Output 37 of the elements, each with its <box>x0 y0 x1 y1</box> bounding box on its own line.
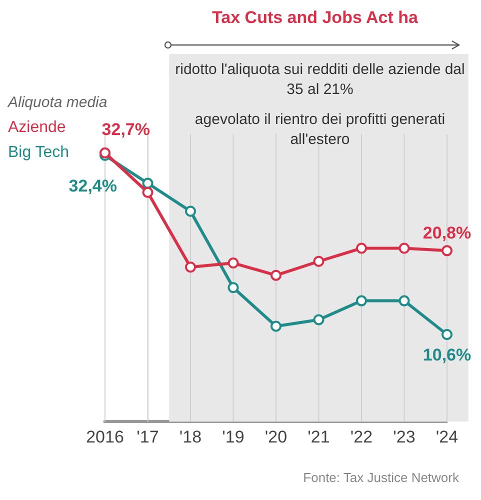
data-label: 32,4% <box>68 176 117 196</box>
x-tick-label: '24 <box>436 427 458 446</box>
point <box>270 270 282 281</box>
x-tick-label: '19 <box>222 427 244 446</box>
series-label: Big Tech <box>8 143 70 163</box>
point <box>313 314 324 326</box>
point <box>442 329 452 340</box>
point <box>313 256 324 267</box>
point <box>228 282 239 294</box>
point <box>442 245 452 256</box>
point <box>185 262 196 273</box>
point <box>398 295 410 306</box>
point <box>100 147 110 158</box>
data-label: 32,7% <box>102 120 150 139</box>
x-tick-label: '20 <box>264 427 288 446</box>
x-tick-label: '22 <box>350 427 373 446</box>
x-tick-label: '23 <box>393 427 416 446</box>
legend-title: Aliquota media <box>8 93 108 113</box>
point <box>185 206 196 217</box>
x-tick-label: '21 <box>308 427 330 446</box>
point <box>142 178 154 189</box>
data-label: 20,8% <box>422 224 472 243</box>
point <box>142 186 154 198</box>
x-tick-label: '18 <box>179 427 202 446</box>
chart-title: Tax Cuts and Jobs Act ha <box>211 8 419 28</box>
text: ridotto l'aliquota sui redditi delle aziende dal 35 al 21% <box>174 60 466 100</box>
point <box>228 258 239 269</box>
source-note: Fonte: Tax Justice Network <box>303 470 459 485</box>
point <box>398 242 410 254</box>
point <box>356 242 367 254</box>
annotation: agevolato il rientro dei profitti generati all'estero <box>194 110 446 150</box>
point <box>356 295 367 306</box>
x-tick-label: 2016 <box>86 427 124 446</box>
x-tick-label: '17 <box>136 427 159 446</box>
point <box>270 320 282 332</box>
data-label: 10,6% <box>422 346 472 364</box>
text: Aziende <box>8 119 66 136</box>
